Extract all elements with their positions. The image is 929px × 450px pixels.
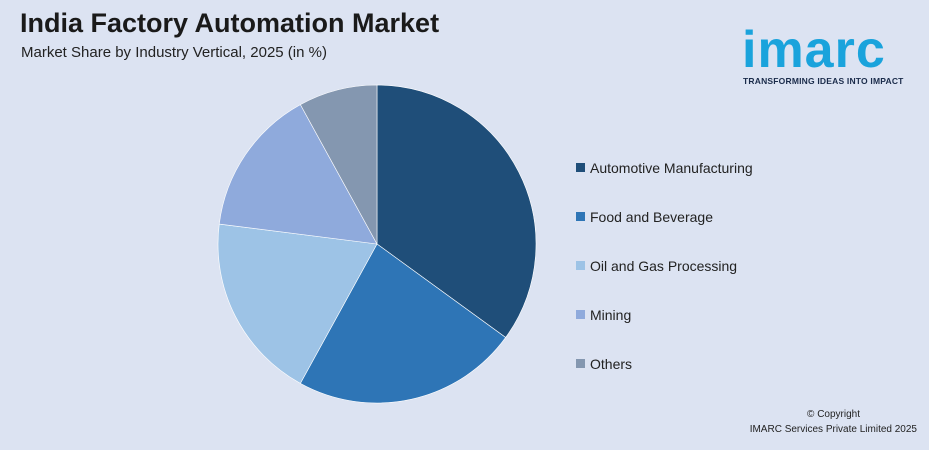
company-text: IMARC Services Private Limited 2025 xyxy=(749,424,917,435)
legend-swatch xyxy=(576,310,585,319)
chart-legend: Automotive Manufacturing Food and Beverag… xyxy=(576,143,753,388)
legend-swatch xyxy=(576,261,585,270)
legend-label: Automotive Manufacturing xyxy=(590,159,753,176)
pie-slice-oil-and-gas-processing xyxy=(217,223,378,384)
legend-label: Mining xyxy=(590,306,632,323)
pie-slices xyxy=(217,84,537,404)
imarc-logo: imarc TRANSFORMING IDEAS INTO IMPACT xyxy=(740,10,920,90)
legend-item: Oil and Gas Processing xyxy=(576,241,753,290)
pie-slice-mining xyxy=(218,104,378,245)
legend-swatch xyxy=(576,212,585,221)
legend-item: Automotive Manufacturing xyxy=(576,143,753,192)
legend-label: Oil and Gas Processing xyxy=(590,257,738,274)
pie-slice-automotive-manufacturing xyxy=(376,84,537,338)
pie-slice-others xyxy=(299,84,378,245)
legend-item: Others xyxy=(576,339,753,388)
chart-title: India Factory Automation Market xyxy=(20,8,440,38)
copyright-text: © Copyright xyxy=(807,409,860,420)
legend-item: Food and Beverage xyxy=(576,192,753,241)
legend-item: Mining xyxy=(576,290,753,339)
legend-label: Others xyxy=(590,355,633,372)
logo-tagline: TRANSFORMING IDEAS INTO IMPACT xyxy=(743,76,904,86)
footer: © Copyright IMARC Services Private Limit… xyxy=(750,407,917,437)
pie-slice-food-and-beverage xyxy=(299,243,507,404)
legend-label: Food and Beverage xyxy=(590,208,713,225)
legend-swatch xyxy=(576,359,585,368)
legend-swatch xyxy=(576,163,585,172)
logo-wordmark: imarc xyxy=(742,21,886,79)
chart-subtitle: Market Share by Industry Vertical, 2025 … xyxy=(21,44,327,61)
